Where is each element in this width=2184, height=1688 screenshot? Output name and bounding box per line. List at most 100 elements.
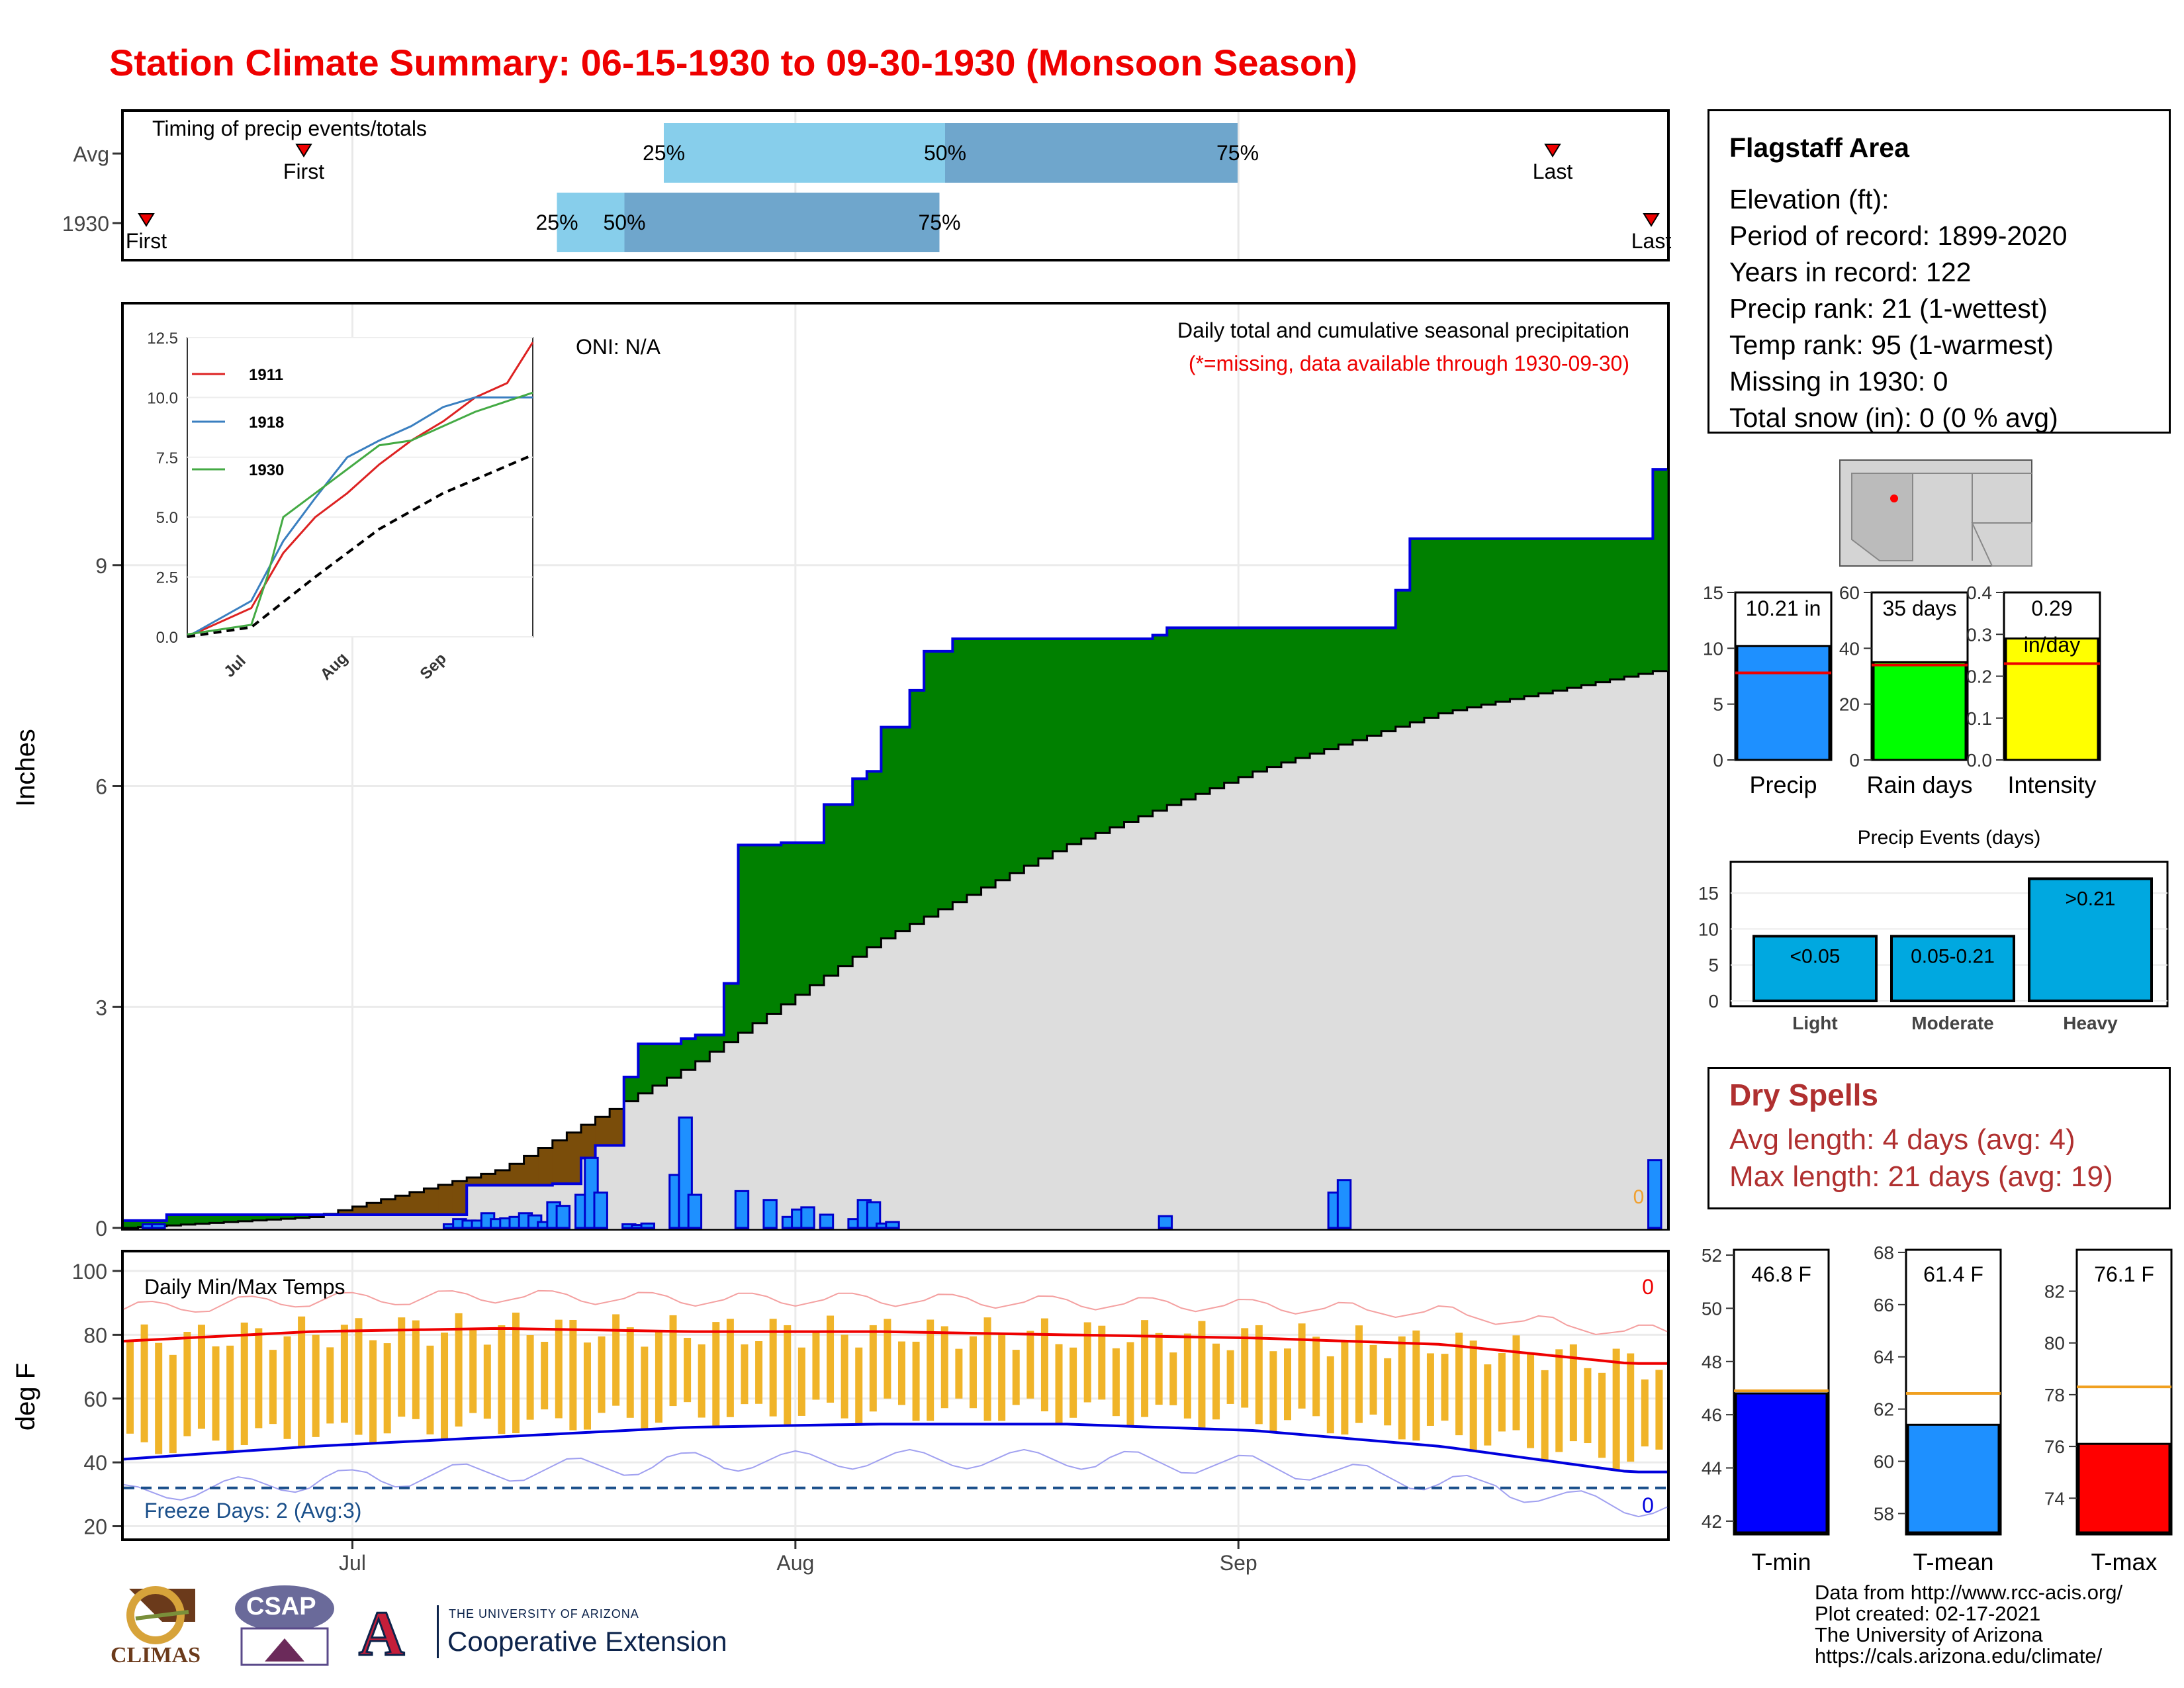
summary-ytick-label: 10 [1703,638,1723,659]
daily-temp-bar [155,1342,163,1454]
daily-temp-bar [426,1345,434,1434]
precip-fill-segment [424,1188,439,1215]
summary-ytick-label: 0.1 [1966,708,1992,729]
daily-precip-bar [819,1213,835,1229]
daily-temp-bar [1641,1379,1649,1447]
daily-temp-bar [797,1347,805,1416]
summary-ytick-label: 0.2 [1966,667,1992,687]
precip-fill-segment [124,1220,139,1228]
precip-fill-segment [1438,538,1453,714]
station-years: Years in record: 122 [1729,257,1972,287]
temps-panel [121,1250,1670,1541]
precip-fill-segment [924,651,939,917]
summary-ytick-label: 15 [1703,583,1723,603]
precip-fill-segment [1181,628,1197,800]
daily-temp-bar [641,1346,649,1430]
precip-fill-segment [909,690,925,924]
daily-temp-bar [1598,1372,1606,1458]
precip-fill-segment [895,727,911,931]
daily-temp-bar [1098,1325,1106,1400]
daily-temp-bar [1384,1358,1392,1426]
precip-fill-segment [281,1214,296,1219]
temps-ytick-label: 20 [83,1515,107,1539]
daily-temp-bar [1055,1344,1063,1425]
precip-fill-segment [709,1035,725,1052]
precip-fill-segment [638,1043,653,1094]
daily-temp-bar [769,1319,777,1417]
daily-temp-bar [1155,1333,1163,1405]
station-info-panel: Flagstaff Area Elevation (ft): Period of… [1707,109,2171,434]
precip-fill-segment [452,1181,467,1215]
temps-ytick-label: 80 [83,1323,107,1347]
daily-temp-bar [755,1341,763,1404]
timing-p75-label: 75% [1216,141,1259,165]
temps-ylabel: deg F [11,1363,40,1430]
timing-bar-25-50 [557,193,625,252]
precip-fill-segment [580,1125,596,1158]
precip-fill-segment [723,983,739,1043]
daily-temp-bar [583,1342,591,1430]
climas-text: CLIMAS [111,1643,201,1667]
temp-summary-ytick-label: 46 [1702,1405,1722,1425]
timing-row-label: 1930 [62,212,109,236]
precip-chart: 0 3 6 9 Inches ONI: N/A Daily total and cumula… [11,305,1668,1241]
inset-ytick-label: 12.5 [147,330,178,348]
event-bar-label: 0.05-0.21 [1911,945,1995,967]
temp-summary-ytick-label: 80 [2044,1333,2065,1354]
daily-temp-bar [1527,1352,1535,1448]
precip-fill-segment [1210,628,1225,788]
daily-temp-bar [169,1354,177,1454]
daily-temp-bar [412,1320,420,1419]
timing-p25-label: 25% [535,211,578,234]
precip-fill-segment [1109,639,1125,827]
daily-precip-bar [885,1221,900,1229]
precip-ylabel: Inches [11,729,40,807]
precip-fill-segment [1596,538,1611,682]
event-bar-heavy [2028,877,2153,1003]
daily-temp-bar [340,1325,348,1423]
daily-temp-bar [455,1313,463,1427]
temp-summary-ytick-label: 74 [2044,1488,2065,1509]
avg-cumulative-line [124,670,1667,1229]
daily-temp-bar [1498,1353,1506,1432]
precip-fill-segment [1653,469,1668,671]
precip-fill-segment [795,843,811,995]
daily-temp-bar [140,1324,148,1442]
daily-temp-bar [1584,1368,1592,1444]
daily-temp-bar [1083,1322,1091,1403]
daily-temp-bar [1612,1348,1620,1470]
daily-temp-bar [1112,1348,1120,1417]
chart-title: Station Climate Summary: 06-15-1930 to 0… [109,42,1357,83]
min-missing-count: 0 [1642,1493,1654,1517]
daily-temp-bar [1069,1347,1077,1418]
daily-temp-bar [1298,1323,1306,1409]
daily-temp-bar [1169,1352,1177,1405]
daily-temp-bar [1412,1330,1420,1441]
inset-ytick-label: 7.5 [156,449,178,467]
daily-temp-bar [927,1319,934,1421]
credit-data-source: Data from http://www.rcc-acis.org/ [1815,1581,2123,1604]
daily-temp-bar [569,1319,577,1430]
daily-temp-bar [126,1341,134,1434]
summary-value-label: 10.21 in [1746,596,1821,620]
precip-fill-segment [666,1043,682,1078]
daily-precip-bar [687,1194,703,1229]
daily-temp-bar [1541,1370,1549,1460]
dry-spells-max: Max length: 21 days (avg: 19) [1729,1160,2113,1193]
inset-legend-label: 1918 [249,414,284,432]
daily-temp-bar [969,1336,977,1409]
precip-fill-segment [495,1170,510,1186]
precip-fill-segment [381,1199,396,1215]
record-max-line [123,1289,1668,1336]
arizona-shape [1851,473,1913,561]
temp-summary-ytick-label: 60 [1874,1452,1894,1472]
temp-summary-value-label: 46.8 F [1751,1262,1811,1286]
temp-summary-ytick-label: 42 [1702,1511,1722,1532]
station-precip-rank: Precip rank: 21 (1-wettest) [1729,293,2048,324]
summary-value-label: 35 days [1882,596,1956,620]
timing-first-label: First [126,229,167,253]
temp-summary-ytick-label: 52 [1702,1245,1722,1266]
daily-temp-bar [369,1340,377,1444]
summary-ytick-label: 0.4 [1966,583,1992,603]
precip-fill-segment [1267,628,1282,767]
